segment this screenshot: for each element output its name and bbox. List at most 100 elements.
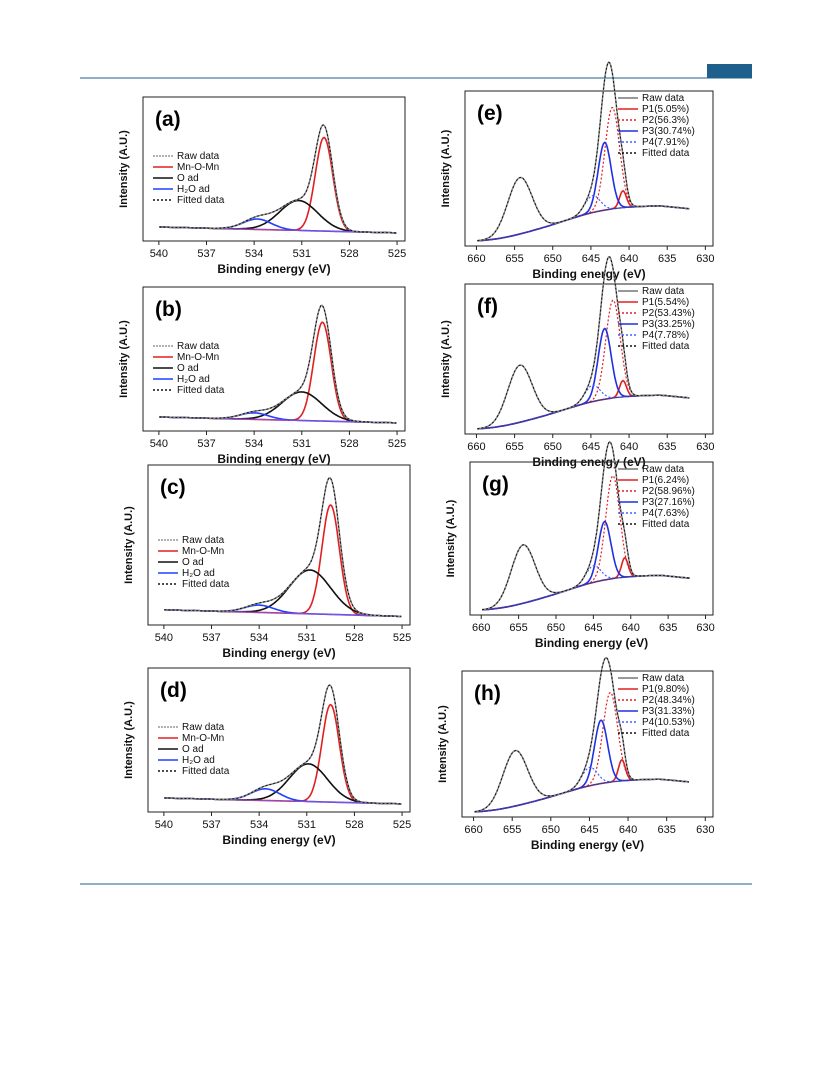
y-axis-label: Intensity (A.U.) <box>118 130 130 208</box>
x-tick-label: 534 <box>245 248 263 260</box>
x-tick-label: 640 <box>619 824 637 836</box>
legend-entry: Fitted data <box>182 766 230 777</box>
x-axis-label: Binding energy (eV) <box>535 636 648 650</box>
legend-entry: O ad <box>177 173 199 184</box>
legend-entry: Mn-O-Mn <box>182 733 224 744</box>
chart-panel: 540 537 534 531 528 525 Binding energy (eV) Int… <box>118 286 406 466</box>
fitted-data-curve <box>477 61 690 242</box>
x-tick-label: 540 <box>155 819 173 831</box>
x-tick-label: 528 <box>340 438 358 450</box>
legend-entry: P1(9.80%) <box>642 684 689 695</box>
fitted-data-curve <box>482 441 690 611</box>
x-tick-label: 531 <box>293 438 311 450</box>
fitted-data-curve <box>474 657 689 813</box>
legend-entry: Fitted data <box>177 195 225 206</box>
legend-entry: P4(7.63%) <box>642 508 689 519</box>
y-axis-label: Intensity (A.U.) <box>123 701 135 779</box>
y-axis-label: Intensity (A.U.) <box>440 320 452 398</box>
legend-entry: Mn-O-Mn <box>182 546 224 557</box>
legend-entry: H₂O ad <box>177 374 210 385</box>
chart-panel: 660 655 650 645 640 635 630 Binding energy (eV)… <box>440 256 715 469</box>
legend-entry: P4(10.53%) <box>642 717 695 728</box>
legend-entry: P3(31.33%) <box>642 706 695 717</box>
x-tick-label: 537 <box>202 819 220 831</box>
chart-panel: 660 655 650 645 640 635 630 Binding energy (eV)… <box>440 61 715 281</box>
legend-entry: Raw data <box>642 93 685 104</box>
x-tick-label: 537 <box>197 438 215 450</box>
x-tick-label: 650 <box>542 824 560 836</box>
x-tick-label: 528 <box>345 632 363 644</box>
legend-entry: P2(53.43%) <box>642 308 695 319</box>
component-curve <box>477 384 690 430</box>
x-tick-label: 525 <box>393 632 411 644</box>
x-tick-label: 537 <box>202 632 220 644</box>
legend-entry: Raw data <box>642 286 685 297</box>
x-tick-label: 645 <box>582 253 600 265</box>
legend-entry: Fitted data <box>642 728 690 739</box>
x-tick-label: 528 <box>345 819 363 831</box>
x-tick-label: 650 <box>544 253 562 265</box>
x-axis-label: Binding energy (eV) <box>222 646 335 660</box>
x-tick-label: 660 <box>464 824 482 836</box>
x-tick-label: 635 <box>658 253 676 265</box>
panel-label: (g) <box>482 473 509 496</box>
y-axis-label: Intensity (A.U.) <box>437 705 449 783</box>
legend-entry: Raw data <box>182 535 225 546</box>
legend-entry: Mn-O-Mn <box>177 162 219 173</box>
x-tick-label: 640 <box>620 441 638 453</box>
legend-entry: P3(30.74%) <box>642 126 695 137</box>
x-tick-label: 660 <box>472 622 490 634</box>
x-tick-label: 635 <box>658 441 676 453</box>
fitted-data-curve <box>159 124 397 234</box>
legend-entry: Raw data <box>642 464 685 475</box>
fitted-data-curve <box>477 256 690 430</box>
legend-entry: H₂O ad <box>177 184 210 195</box>
chart-panel: 540 537 534 531 528 525 Binding energy (eV) Int… <box>118 96 406 276</box>
panel-label: (c) <box>160 476 186 499</box>
x-tick-label: 645 <box>580 824 598 836</box>
legend-entry: Fitted data <box>182 579 230 590</box>
chart-panel: 660 655 650 645 640 635 630 Binding energy (eV)… <box>445 440 715 650</box>
x-tick-label: 635 <box>659 622 677 634</box>
legend-entry: P3(27.16%) <box>642 497 695 508</box>
x-tick-label: 531 <box>298 632 316 644</box>
x-tick-label: 537 <box>197 248 215 260</box>
plot-frame <box>147 464 411 626</box>
panels: 540 537 534 531 528 525 Binding energy (eV) Int… <box>118 61 715 852</box>
y-axis-label: Intensity (A.U.) <box>440 129 452 207</box>
x-tick-label: 650 <box>544 441 562 453</box>
legend-entry: H₂O ad <box>182 755 215 766</box>
legend-entry: P2(56.3%) <box>642 115 689 126</box>
y-axis-label: Intensity (A.U.) <box>445 499 457 577</box>
plot-frame <box>464 90 714 247</box>
baseline-curve <box>482 574 690 611</box>
x-tick-label: 635 <box>657 824 675 836</box>
x-tick-label: 630 <box>696 622 714 634</box>
component-curve <box>474 758 689 813</box>
x-tick-label: 655 <box>503 824 521 836</box>
legend-entry: P2(48.34%) <box>642 695 695 706</box>
x-axis-label: Binding energy (eV) <box>531 838 644 852</box>
fitted-data-curve <box>164 477 402 617</box>
legend-entry: O ad <box>182 744 204 755</box>
x-axis-label: Binding energy (eV) <box>532 267 645 281</box>
x-tick-label: 531 <box>298 819 316 831</box>
y-axis-label: Intensity (A.U.) <box>118 320 130 398</box>
panel-label: (e) <box>477 102 503 125</box>
legend-entry: Raw data <box>182 722 225 733</box>
x-tick-label: 630 <box>696 253 714 265</box>
raw-data-curve <box>164 684 402 805</box>
legend-entry: O ad <box>177 363 199 374</box>
legend-entry: Raw data <box>177 341 220 352</box>
x-tick-label: 534 <box>245 438 263 450</box>
baseline-curve <box>474 778 689 813</box>
x-tick-label: 531 <box>293 248 311 260</box>
x-tick-label: 630 <box>696 824 714 836</box>
legend-entry: O ad <box>182 557 204 568</box>
x-tick-label: 645 <box>584 622 602 634</box>
chart-panel: 540 537 534 531 528 525 Binding energy (eV) Int… <box>123 464 411 660</box>
plot-frame <box>147 667 411 813</box>
x-tick-label: 525 <box>388 248 406 260</box>
plot-frame <box>142 96 406 242</box>
